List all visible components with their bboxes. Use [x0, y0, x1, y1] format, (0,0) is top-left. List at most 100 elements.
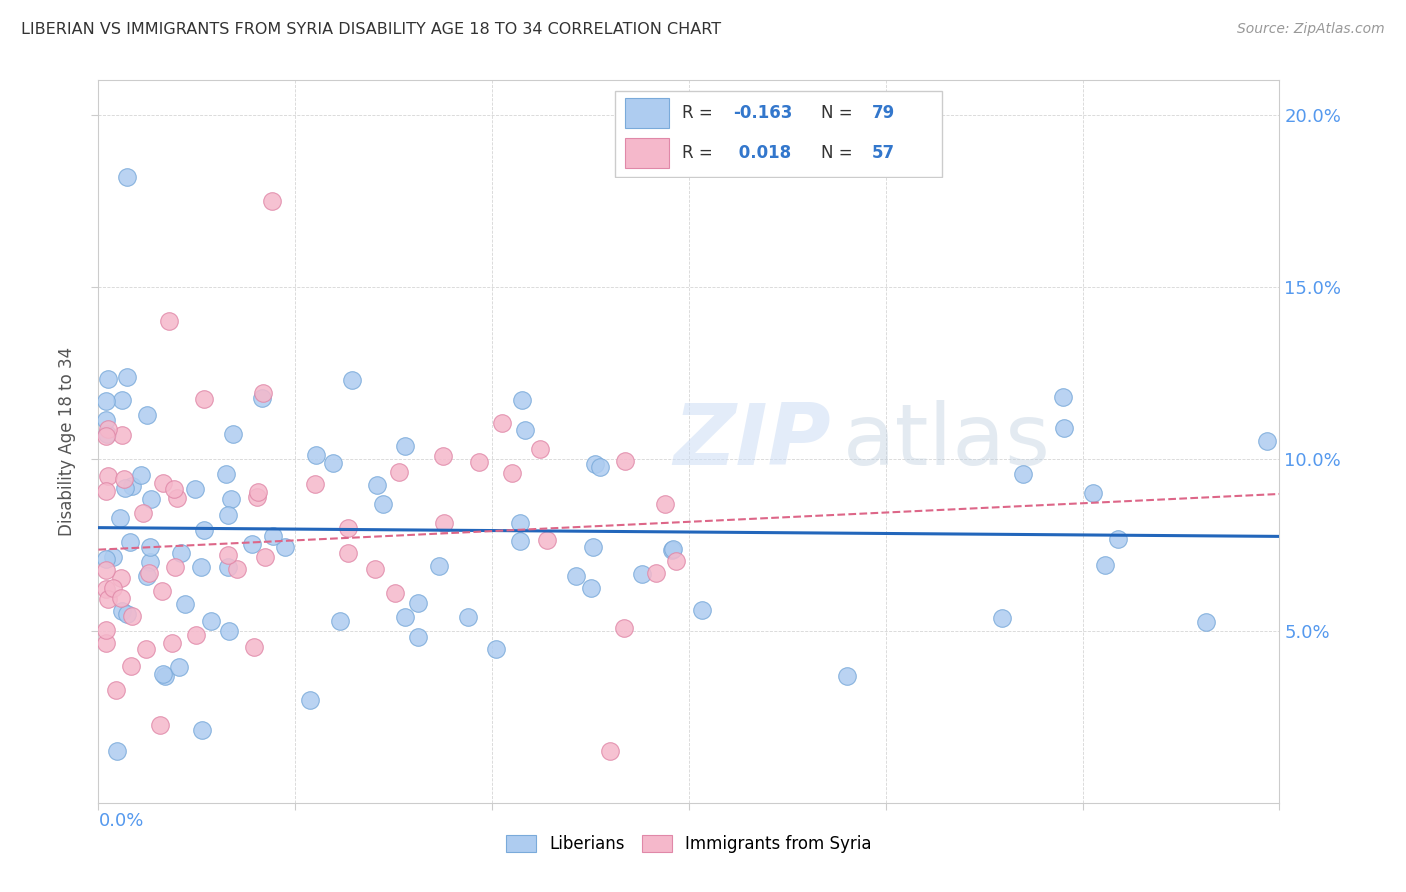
Point [240, 537, 263, 551]
Point [322, 456, 344, 470]
Point [329, 614, 352, 628]
Point [253, 549, 276, 564]
Point [219, 492, 242, 507]
Point [406, 596, 429, 610]
FancyBboxPatch shape [626, 98, 669, 128]
Point [427, 559, 450, 574]
Point [173, 597, 195, 611]
Y-axis label: Disability Age 18 to 34: Disability Age 18 to 34 [58, 347, 76, 536]
Point [613, 621, 636, 635]
Point [121, 479, 143, 493]
Point [136, 568, 159, 582]
Point [298, 693, 321, 707]
Point [157, 314, 180, 328]
Point [513, 423, 536, 437]
Point [1194, 615, 1216, 630]
Point [589, 460, 612, 475]
Point [644, 566, 666, 580]
Point [138, 566, 160, 580]
Point [163, 482, 186, 496]
Point [97, 422, 120, 436]
Point [139, 541, 162, 555]
Point [260, 194, 283, 208]
Point [613, 454, 636, 468]
Point [111, 392, 134, 407]
Point [631, 567, 654, 582]
Point [96, 635, 118, 649]
Point [509, 516, 531, 531]
Point [509, 533, 531, 548]
Point [1052, 390, 1074, 404]
Point [96, 484, 118, 499]
Point [163, 560, 186, 574]
Text: -0.163: -0.163 [733, 104, 793, 122]
Point [186, 627, 208, 641]
Point [112, 473, 135, 487]
Point [384, 585, 406, 599]
Point [247, 484, 270, 499]
Point [491, 416, 513, 430]
Legend: Liberians, Immigrants from Syria: Liberians, Immigrants from Syria [499, 828, 879, 860]
Point [250, 391, 273, 405]
Point [337, 521, 360, 535]
Point [96, 563, 118, 577]
Point [214, 467, 236, 482]
Point [97, 468, 120, 483]
Point [243, 640, 266, 655]
Point [690, 602, 713, 616]
Point [529, 442, 551, 456]
Point [114, 481, 136, 495]
Point [274, 540, 297, 554]
Point [512, 392, 534, 407]
Point [169, 546, 191, 560]
Point [96, 413, 118, 427]
Point [105, 744, 128, 758]
Point [129, 467, 152, 482]
Point [111, 428, 134, 442]
Point [96, 582, 118, 596]
Point [1094, 558, 1116, 572]
Point [485, 642, 508, 657]
Text: 0.018: 0.018 [733, 145, 792, 162]
Point [115, 607, 138, 621]
Point [111, 604, 134, 618]
Point [1081, 486, 1104, 500]
Point [108, 510, 131, 524]
Point [406, 630, 429, 644]
Point [991, 610, 1014, 624]
Text: 57: 57 [872, 145, 894, 162]
Point [579, 581, 602, 595]
Point [388, 465, 411, 479]
Text: R =: R = [682, 145, 718, 162]
Point [141, 492, 163, 507]
Point [167, 660, 190, 674]
Point [654, 497, 676, 511]
Point [152, 475, 174, 490]
Point [96, 394, 118, 409]
Point [153, 668, 176, 682]
Text: N =: N = [821, 104, 858, 122]
Point [152, 667, 174, 681]
Point [305, 448, 328, 462]
Point [218, 624, 240, 639]
FancyBboxPatch shape [614, 91, 942, 177]
Point [340, 373, 363, 387]
Point [565, 569, 588, 583]
Text: R =: R = [682, 104, 718, 122]
Point [501, 466, 523, 480]
Point [661, 543, 683, 558]
Point [366, 478, 388, 492]
Point [121, 609, 143, 624]
Point [837, 669, 859, 683]
Point [101, 549, 124, 564]
Point [468, 455, 491, 469]
Point [433, 516, 456, 531]
Point [104, 683, 127, 698]
Point [136, 408, 159, 422]
Point [97, 591, 120, 606]
Point [184, 482, 207, 496]
Point [96, 429, 118, 443]
Point [166, 491, 188, 505]
Point [662, 541, 685, 556]
Point [373, 497, 395, 511]
